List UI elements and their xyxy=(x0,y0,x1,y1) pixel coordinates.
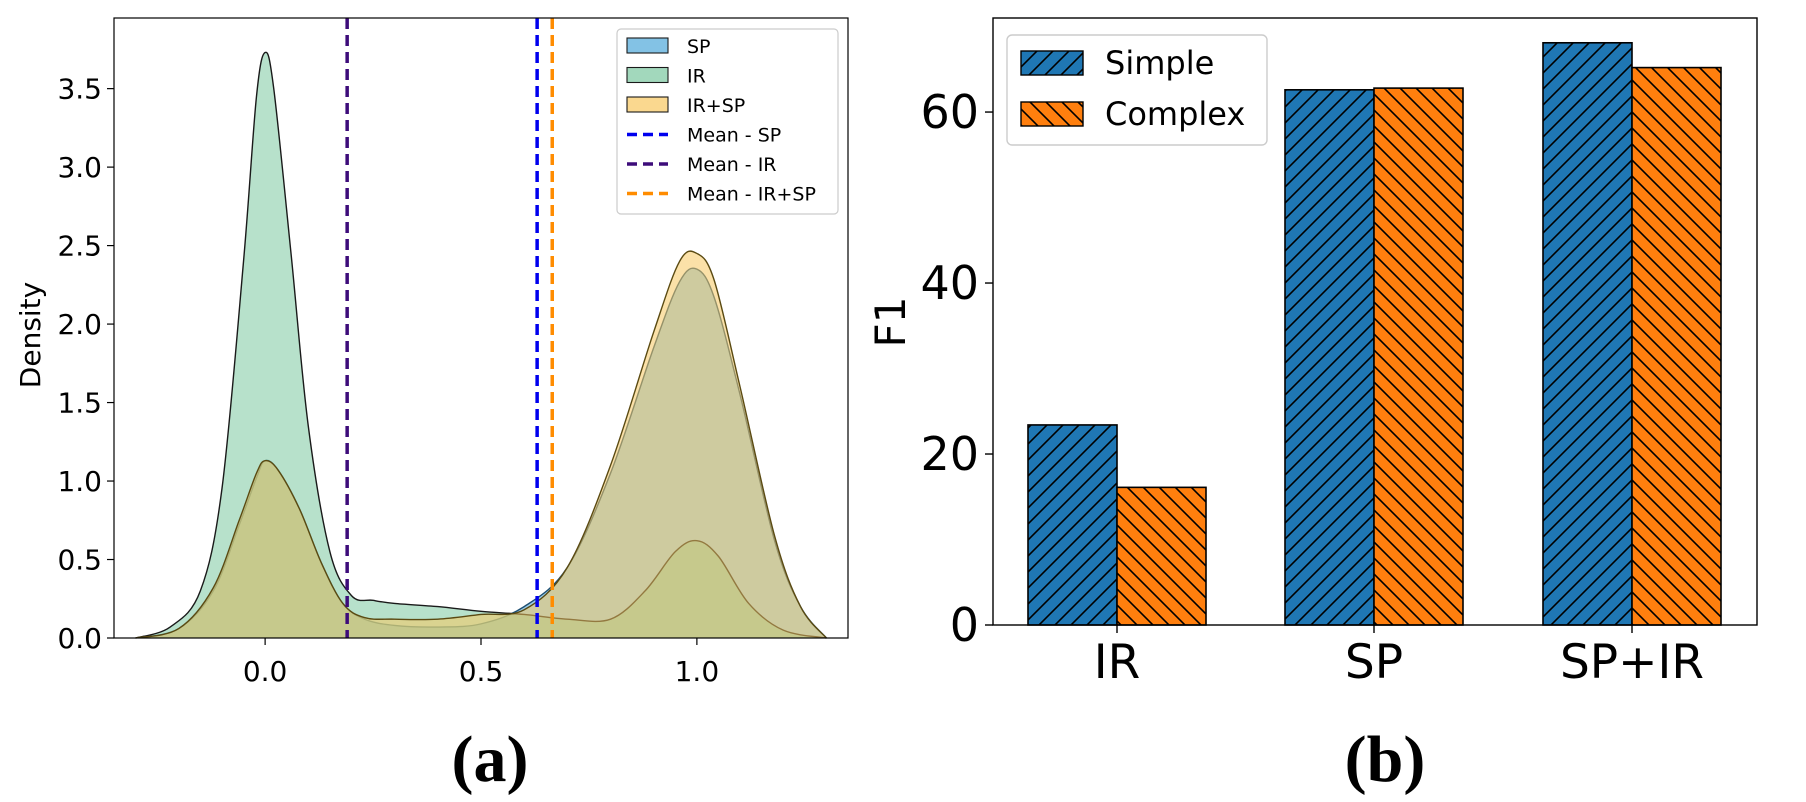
bar-chart-panel: IR SP SP+IR 0 20 40 60 F1 Simple Complex (b) xyxy=(866,18,1757,796)
legend-swatch xyxy=(627,38,668,53)
category-label: SP xyxy=(1345,635,1403,690)
legend-label: Mean - IR+SP xyxy=(687,184,816,206)
legend-swatch xyxy=(627,97,668,112)
density-legend: SP IR IR+SP Mean - SP Mean - IR Mean - IR+SP xyxy=(617,29,838,214)
legend-label: IR+SP xyxy=(687,95,745,117)
y-tick-label: 2.0 xyxy=(57,308,102,341)
y-tick-label: 1.0 xyxy=(57,465,102,498)
y-tick-label: 3.0 xyxy=(57,151,102,184)
bar-legend: Simple Complex xyxy=(1007,35,1267,145)
x-tick-label: 1.0 xyxy=(675,655,720,688)
bar-hatch xyxy=(1117,487,1206,625)
density-y-axis-label: Density xyxy=(14,282,47,388)
y-tick-label: 60 xyxy=(920,85,979,139)
y-tick-label: 20 xyxy=(920,427,979,481)
legend-label: SP xyxy=(687,36,711,58)
legend-label: IR xyxy=(687,66,706,88)
legend-swatch xyxy=(627,68,668,83)
x-tick-label: 0.5 xyxy=(459,655,504,688)
category-label: IR xyxy=(1094,635,1141,690)
legend-label: Mean - SP xyxy=(687,125,781,147)
category-label: SP+IR xyxy=(1560,635,1704,690)
legend-swatch-hatch xyxy=(1021,102,1083,126)
x-tick-label: 0.0 xyxy=(243,655,288,688)
legend-label: Complex xyxy=(1105,95,1245,133)
bar-hatch xyxy=(1285,90,1374,625)
y-tick-label: 2.5 xyxy=(57,230,102,263)
y-tick-label: 0.0 xyxy=(57,622,102,655)
legend-label: Mean - IR xyxy=(687,154,777,176)
bar-hatch xyxy=(1374,88,1463,625)
f1-y-axis-label: F1 xyxy=(866,297,915,348)
density-plot-panel: 0.0 0.5 1.0 0.0 0.5 1.0 1.5 2.0 2.5 3.0 3.5 Densit… xyxy=(14,18,848,796)
legend-label: Simple xyxy=(1105,44,1214,82)
panel-b-caption: (b) xyxy=(1345,723,1426,796)
legend-swatch-hatch xyxy=(1021,51,1083,75)
bar-hatch xyxy=(1543,43,1632,625)
y-tick-label: 0.5 xyxy=(57,544,102,577)
y-tick-label: 40 xyxy=(920,256,979,310)
y-tick-label: 3.5 xyxy=(57,73,102,106)
bar-hatch xyxy=(1028,425,1117,625)
y-tick-label: 0 xyxy=(950,598,979,652)
bar-hatch xyxy=(1632,68,1721,625)
y-tick-label: 1.5 xyxy=(57,387,102,420)
panel-a-caption: (a) xyxy=(452,723,529,796)
